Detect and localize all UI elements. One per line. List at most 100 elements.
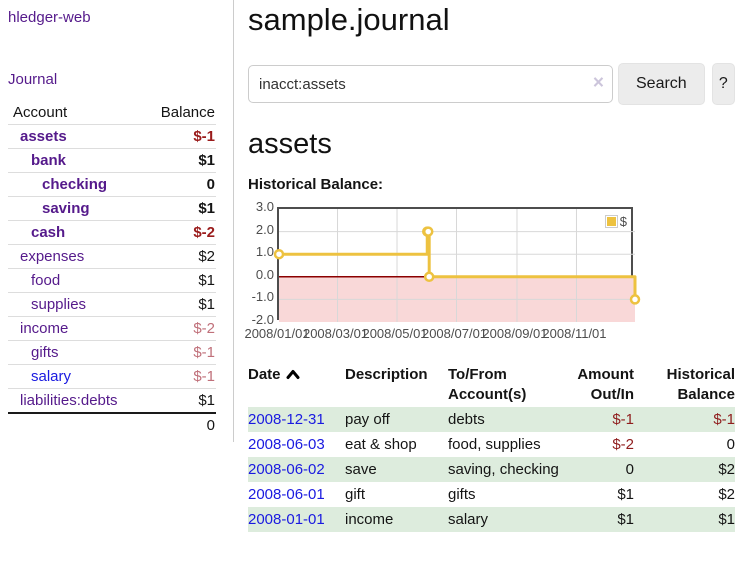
transaction-description: eat & shop [345,436,417,453]
register-table-body: 2008-12-31 pay off debts $-1 $-1 2008-06-03 ea… [248,407,735,532]
chevron-up-icon [286,370,300,379]
x-tick-label: 2008/05/01 [362,326,428,341]
accounts-table: Account Balance assets $-1 bank $1 checking 0… [8,101,216,437]
y-tick-label: 2.0 [255,221,274,237]
transaction-accounts: salary [448,511,489,528]
search-input[interactable] [248,65,613,103]
transaction-date-link[interactable]: 2008-06-03 [248,436,325,453]
chart-canvas [273,209,641,322]
register-header-description: Description [345,366,428,383]
account-balance: $1 [142,148,216,173]
transaction-accounts: food, supplies [448,436,541,453]
account-link[interactable]: supplies [31,296,87,313]
account-link[interactable]: assets [20,128,67,145]
account-link[interactable]: liabilities:debts [20,392,118,409]
account-heading: assets [248,128,332,160]
help-button[interactable]: ? [711,63,735,105]
main-content: sample.journal × Search ? assets Histori… [244,0,735,532]
sidebar-divider [233,0,234,442]
transaction-balance: $1 [718,511,735,528]
transaction-accounts: saving, checking [448,461,559,478]
register-header-accounts: To/From Account(s) [448,366,527,403]
account-balance: $1 [142,292,216,317]
account-balance: $-1 [142,124,216,149]
register-header-date[interactable]: Date [248,363,345,407]
account-row: bank $1 [8,148,216,173]
account-link[interactable]: expenses [20,248,85,265]
account-link[interactable]: income [20,320,69,337]
x-tick-label: 2008/11/01 [542,326,607,341]
x-tick-label: 2008/03/01 [302,326,369,341]
account-link[interactable]: saving [42,200,90,217]
accounts-total-value: 0 [142,412,216,437]
transaction-date-link[interactable]: 2008-01-01 [248,511,325,528]
account-row: saving $1 [8,196,216,221]
account-balance: $1 [142,388,216,413]
transaction-amount: $1 [617,486,634,503]
account-link[interactable]: food [31,272,61,289]
transaction-accounts: gifts [448,486,476,503]
transaction-date-link[interactable]: 2008-06-01 [248,486,325,503]
register-header-amount: Amount Out/In [577,366,634,403]
y-tick-label: 0.0 [255,266,274,282]
transaction-description: income [345,511,394,528]
app-brand-link[interactable]: hledger-web [8,9,91,26]
x-tick-label: 2008/01/01 [244,326,310,341]
register-header-balance: Historical Balance [666,366,735,403]
account-balance: $-2 [142,220,216,245]
sidebar-item-journal[interactable]: Journal [8,71,58,88]
chart-plot-area: $ [273,207,641,322]
account-link[interactable]: salary [31,368,72,385]
clear-search-icon[interactable]: × [592,72,604,94]
account-balance: $1 [142,196,216,221]
transaction-row: 2008-06-02 save saving, checking 0 $2 [248,457,735,482]
transaction-description: gift [345,486,366,503]
transaction-row: 2008-06-03 eat & shop food, supplies $-2 0 [248,432,735,457]
accounts-total-row: 0 [8,412,216,437]
y-tick-label: 3.0 [255,199,274,214]
account-balance: $-1 [142,340,216,365]
transaction-balance: $-1 [713,411,735,428]
transaction-accounts: debts [448,411,485,428]
account-row: cash $-2 [8,220,216,245]
account-row: salary $-1 [8,364,216,389]
historical-balance-chart: 3.0 2.0 1.0 0.0 -1.0 -2.0 $ 2008/01/01 2008/03… [244,199,735,342]
page-title: sample.journal [248,2,450,37]
transaction-amount: $1 [617,511,634,528]
transaction-balance: $2 [718,486,735,503]
transaction-row: 2008-12-31 pay off debts $-1 $-1 [248,407,735,432]
accounts-table-body: assets $-1 bank $1 checking 0 saving $1 cash $-2 e… [8,124,216,413]
register-table: Date Description To/From Account(s) Amou… [248,363,735,532]
search-bar: × Search ? [248,63,735,105]
transaction-description: save [345,461,377,478]
account-row: income $-2 [8,316,216,341]
x-tick-label: 2008/07/01 [421,326,488,341]
account-link[interactable]: checking [42,176,108,193]
account-balance: $-2 [142,316,216,341]
transaction-amount: $-2 [612,436,634,453]
account-balance: $2 [142,244,216,269]
transaction-date-link[interactable]: 2008-12-31 [248,411,325,428]
account-balance: 0 [142,172,216,197]
transaction-date-link[interactable]: 2008-06-02 [248,461,325,478]
accounts-total-spacer [8,412,143,437]
account-row: gifts $-1 [8,340,216,365]
sidebar: hledger-web Journal Account Balance asse… [0,0,233,437]
accounts-header-balance: Balance [160,104,215,121]
account-row: assets $-1 [8,124,216,149]
transaction-amount: 0 [625,461,634,478]
transaction-amount: $-1 [612,411,634,428]
account-link[interactable]: cash [31,224,66,241]
account-link[interactable]: bank [31,152,67,169]
account-link[interactable]: gifts [31,344,59,361]
accounts-header-account: Account [13,104,68,121]
y-tick-label: 1.0 [255,244,274,260]
search-button[interactable]: Search [618,63,705,105]
account-row: liabilities:debts $1 [8,388,216,413]
transaction-description: pay off [345,411,390,428]
account-row: checking 0 [8,172,216,197]
y-tick-label: -1.0 [251,289,274,305]
account-row: supplies $1 [8,292,216,317]
legend-swatch-icon [604,215,618,228]
transaction-row: 2008-01-01 income salary $1 $1 [248,507,735,532]
